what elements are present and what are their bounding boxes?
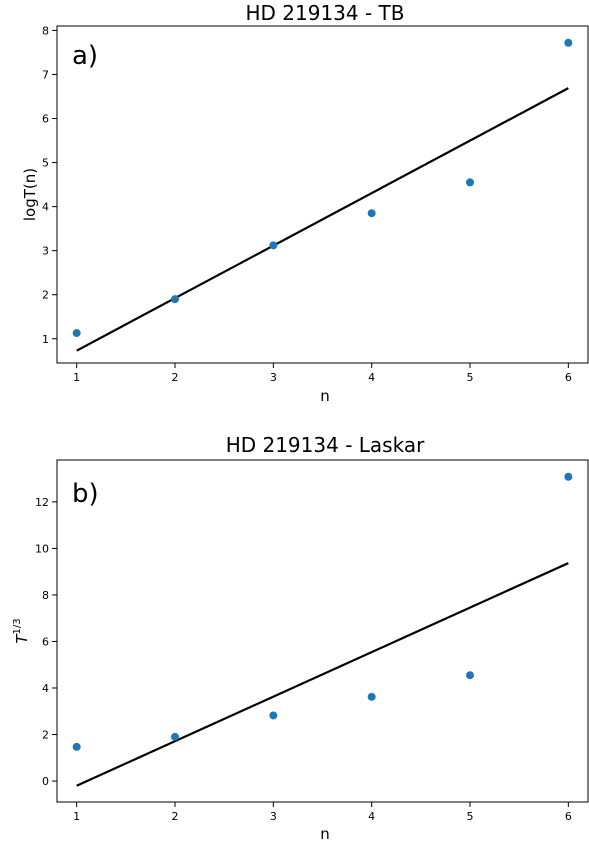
y-tick-label: 4 — [42, 682, 49, 695]
y-tick-label: 4 — [42, 201, 49, 214]
y-ticks: 0 2 4 6 8 10 12 — [35, 496, 57, 788]
y-axis-label-base: T — [13, 633, 31, 644]
x-tick-label: 6 — [565, 371, 572, 384]
x-tick-label: 5 — [467, 371, 474, 384]
y-tick-label: 2 — [42, 289, 49, 302]
panel-a: HD 219134 - TB a) n logT(n) 1 2 3 4 5 6 1 2 3 4 5… — [21, 1, 589, 405]
y-tick-label: 7 — [42, 68, 49, 81]
y-ticks: 1 2 3 4 5 6 7 8 — [42, 24, 57, 346]
x-tick-label: 4 — [368, 371, 375, 384]
data-point — [171, 295, 179, 304]
panel-label: a) — [72, 41, 98, 71]
chart-title: HD 219134 - TB — [245, 1, 404, 25]
x-tick-label: 2 — [172, 810, 179, 823]
y-tick-label: 12 — [35, 496, 49, 509]
panel-label: b) — [72, 479, 99, 509]
fit-line — [76, 87, 569, 352]
y-axis-label: logT(n) — [21, 168, 39, 221]
data-point — [269, 241, 278, 250]
x-tick-label: 4 — [368, 810, 375, 823]
x-tick-label: 1 — [73, 371, 80, 384]
y-axis-label-superscript: 1/3 — [12, 618, 23, 634]
y-tick-label: 0 — [42, 775, 49, 788]
y-tick-label: 8 — [42, 589, 49, 602]
y-axis-label: T1/3 — [12, 618, 31, 643]
y-tick-label: 6 — [42, 635, 49, 648]
y-tick-label: 3 — [42, 245, 49, 258]
data-point — [466, 178, 474, 187]
y-tick-label: 8 — [42, 24, 49, 37]
x-tick-label: 6 — [565, 810, 572, 823]
data-points — [72, 472, 573, 751]
x-tick-label: 2 — [172, 371, 179, 384]
data-point — [72, 329, 81, 338]
data-point — [466, 671, 474, 680]
data-point — [171, 732, 179, 741]
x-tick-label: 1 — [73, 810, 80, 823]
data-point — [72, 742, 81, 751]
x-tick-label: 3 — [270, 371, 277, 384]
x-axis-label: n — [320, 825, 330, 843]
y-tick-label: 2 — [42, 729, 49, 742]
y-tick-label: 10 — [35, 542, 49, 555]
plot-frame — [56, 459, 589, 803]
data-point — [367, 692, 376, 701]
data-point — [269, 711, 278, 720]
data-points — [72, 38, 573, 338]
x-tick-label: 3 — [270, 810, 277, 823]
x-axis-label: n — [320, 387, 330, 405]
x-tick-label: 5 — [467, 810, 474, 823]
y-tick-label: 1 — [42, 333, 49, 346]
chart-title: HD 219134 - Laskar — [226, 433, 425, 457]
y-tick-label: 6 — [42, 113, 49, 126]
fit-line-layer — [76, 87, 569, 352]
data-point — [564, 38, 573, 47]
x-ticks: 1 2 3 4 5 6 — [73, 802, 572, 823]
fit-line — [76, 562, 569, 787]
data-point — [564, 472, 573, 481]
x-ticks: 1 2 3 4 5 6 — [73, 363, 572, 384]
fit-line-layer — [76, 562, 569, 787]
y-tick-label: 5 — [42, 157, 49, 170]
plot-frame — [56, 25, 589, 364]
data-point — [367, 209, 376, 218]
